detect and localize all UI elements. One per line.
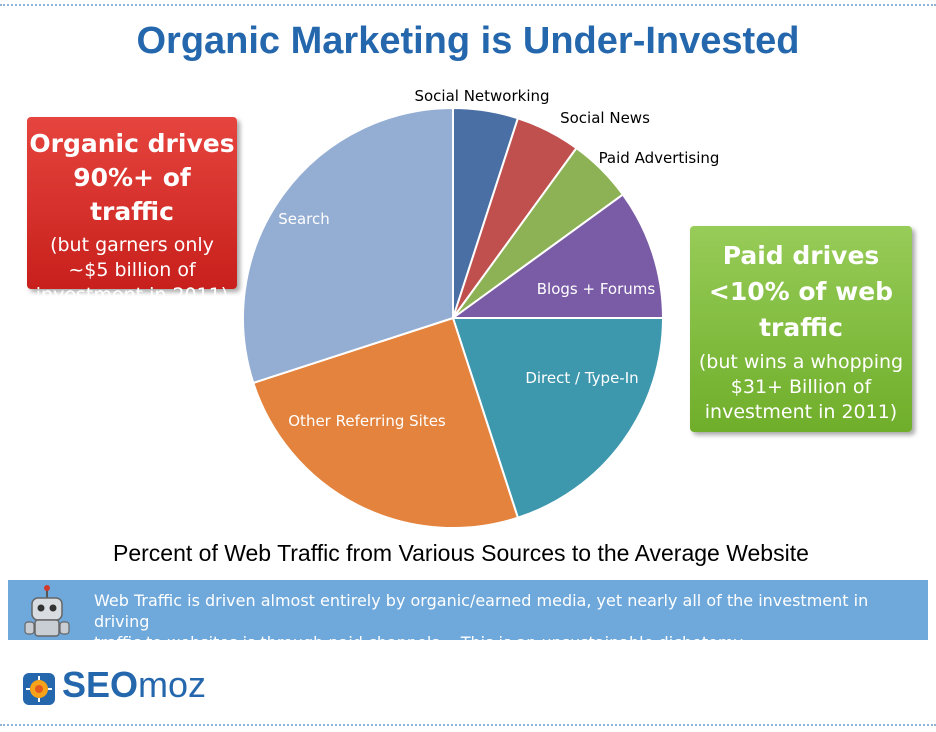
paid-callout-body-2: $31+ Billion of <box>730 376 872 398</box>
gear-sun-icon <box>23 673 55 705</box>
pie-label-social-networking: Social Networking <box>414 87 549 105</box>
logo-text-bold: SEO <box>62 664 139 705</box>
banner-text: Web Traffic is driven almost entirely by… <box>94 590 924 653</box>
bottom-divider <box>0 724 936 726</box>
pie-slice-other-referring-sites <box>252 316 520 529</box>
pie-slice-blogs-forums <box>449 193 665 319</box>
organic-callout-body-3: investment in 2011) <box>35 284 229 306</box>
paid-callout-body-3: investment in 2011) <box>704 401 898 423</box>
paid-callout-body: (but wins a whopping $31+ Billion of inv… <box>690 350 912 425</box>
organic-callout-heading-2: 90%+ of traffic <box>73 163 191 226</box>
paid-callout-heading-1: Paid drives <box>722 241 880 270</box>
organic-callout-body: (but garners only ~$5 billion of investm… <box>27 233 237 308</box>
pie-label-social-news: Social News <box>560 109 650 127</box>
paid-callout-heading-3: traffic <box>759 313 843 342</box>
pie-label-blogs-forums: Blogs + Forums <box>537 280 656 298</box>
banner-text-line-1: Web Traffic is driven almost entirely by… <box>94 591 869 631</box>
robot-mascot-icon <box>24 585 70 637</box>
pie-label-search: Search <box>278 210 330 228</box>
page-title: Organic Marketing is Under-Invested <box>136 20 800 62</box>
logo-text-light: moz <box>138 664 207 705</box>
seomoz-logo: SEOmoz <box>22 664 206 710</box>
pie-label-direct-type-in: Direct / Type-In <box>525 369 638 387</box>
pie-chart: Social Networking Social News Paid Adverti… <box>242 87 720 529</box>
chart-subtitle: Percent of Web Traffic from Various Sour… <box>113 540 809 566</box>
paid-callout-body-1: (but wins a whopping <box>698 351 904 373</box>
pie-slice-search <box>242 106 454 385</box>
paid-callout: Paid drives <10% of web traffic (but win… <box>690 226 912 432</box>
top-divider <box>0 4 936 6</box>
pie-slice-direct-type-in <box>451 317 665 519</box>
info-banner: Web Traffic is driven almost entirely by… <box>8 580 928 652</box>
logo-text: SEOmoz <box>62 664 206 706</box>
paid-callout-heading-2: <10% of web <box>708 277 894 306</box>
organic-callout-body-2: ~$5 billion of <box>68 259 196 281</box>
organic-callout-body-1: (but garners only <box>50 234 214 256</box>
organic-callout-heading-1: Organic drives <box>29 129 235 158</box>
organic-callout: Organic drives 90%+ of traffic (but garn… <box>27 117 237 306</box>
pie-label-paid-advertising: Paid Advertising <box>599 149 720 167</box>
banner-text-line-2: traffic to websites is through paid chan… <box>94 633 746 652</box>
pie-label-other-referring-sites: Other Referring Sites <box>288 412 446 430</box>
